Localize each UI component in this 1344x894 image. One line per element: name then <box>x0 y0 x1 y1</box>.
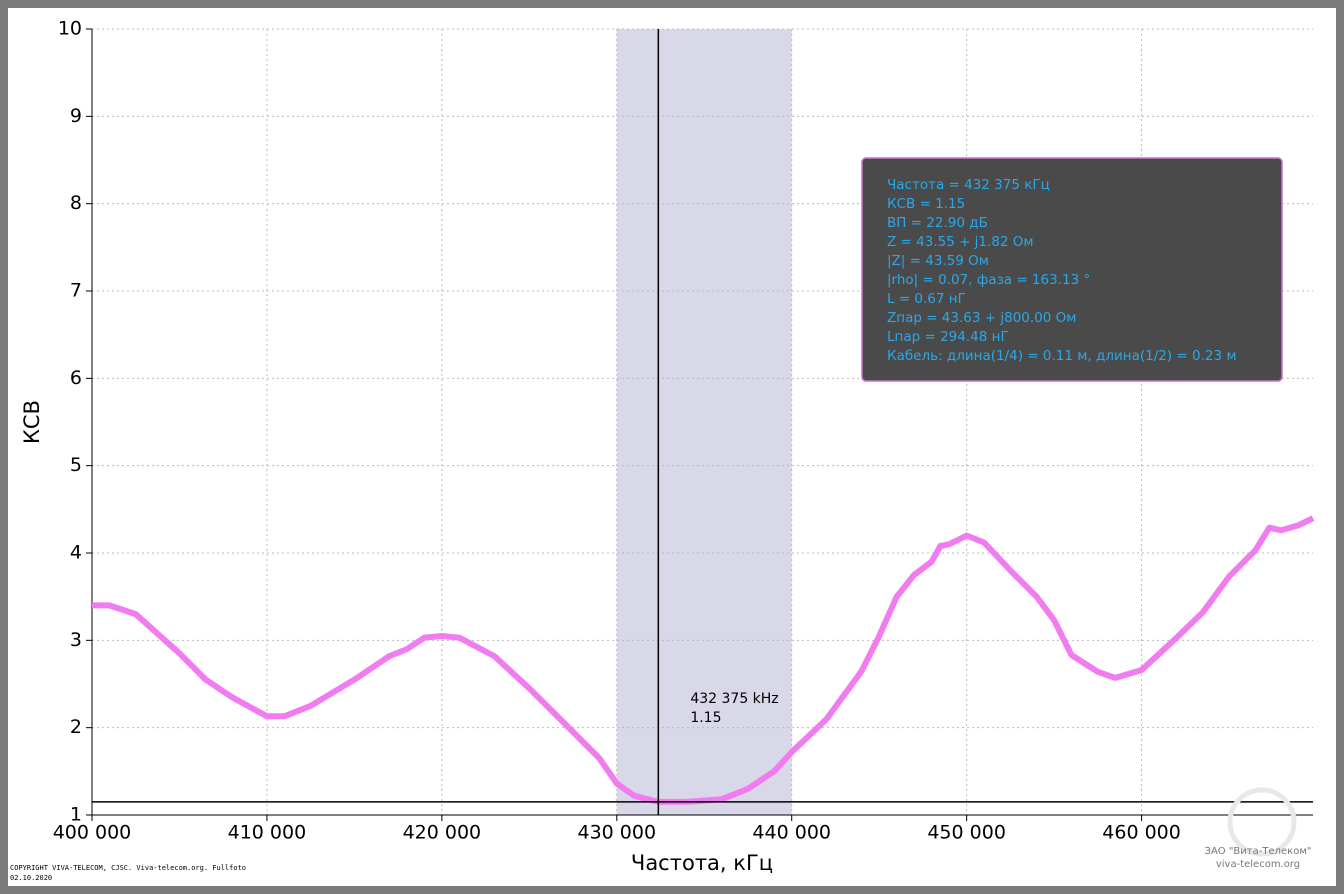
y-tick-label: 5 <box>70 454 82 476</box>
swr-line <box>92 515 1315 805</box>
info-box <box>861 157 1283 382</box>
x-axis-label: Частота, кГц <box>631 851 773 875</box>
info-line: Частота = 432 375 кГц <box>887 177 1050 193</box>
info-line: КСВ = 1.15 <box>887 196 965 212</box>
cursor-x-label: 432 375 kHz <box>690 691 778 707</box>
y-tick-label: 8 <box>70 192 82 214</box>
cursor-y-label: 1.15 <box>690 710 721 726</box>
y-axis-label: КСВ <box>20 400 44 444</box>
info-line: Кабель: длина(1/4) = 0.11 м, длина(1/2) … <box>887 348 1237 364</box>
y-tick-label: 9 <box>70 105 82 127</box>
y-tick-label: 10 <box>58 18 82 40</box>
selection-band <box>616 29 792 815</box>
x-tick-label: 460 000 <box>1102 822 1181 844</box>
info-line: L = 0.67 нГ <box>887 291 966 307</box>
copyright: 02.10.2020 <box>10 874 52 882</box>
watermark: ЗАО "Вита-Телеком" <box>1205 846 1312 857</box>
y-tick-label: 4 <box>70 542 82 564</box>
y-tick-label: 7 <box>70 280 82 302</box>
y-tick-label: 3 <box>70 629 82 651</box>
info-line: |rho| = 0.07, фаза = 163.13 ° <box>887 272 1090 288</box>
info-line: ВП = 22.90 дБ <box>887 215 988 231</box>
y-tick-label: 2 <box>70 716 82 738</box>
copyright: COPYRIGHT VIVA-TELECOM, CJSC. Viva-telec… <box>10 864 246 872</box>
info-line: Z = 43.55 + j1.82 Ом <box>887 234 1034 250</box>
x-tick-label: 420 000 <box>403 822 482 844</box>
y-tick-label: 1 <box>70 804 82 826</box>
info-line: |Z| = 43.59 Ом <box>887 253 989 269</box>
x-tick-label: 440 000 <box>752 822 831 844</box>
x-tick-label: 450 000 <box>927 822 1006 844</box>
info-line: Lпар = 294.48 нГ <box>887 329 1009 345</box>
x-tick-label: 410 000 <box>228 822 307 844</box>
info-line: Zпар = 43.63 + j800.00 Ом <box>887 310 1076 326</box>
x-tick-label: 430 000 <box>577 822 656 844</box>
watermark: viva-telecom.org <box>1216 859 1300 870</box>
x-tick-label: 400 000 <box>53 822 132 844</box>
y-tick-label: 6 <box>70 367 82 389</box>
watermark-logo <box>1227 787 1297 857</box>
